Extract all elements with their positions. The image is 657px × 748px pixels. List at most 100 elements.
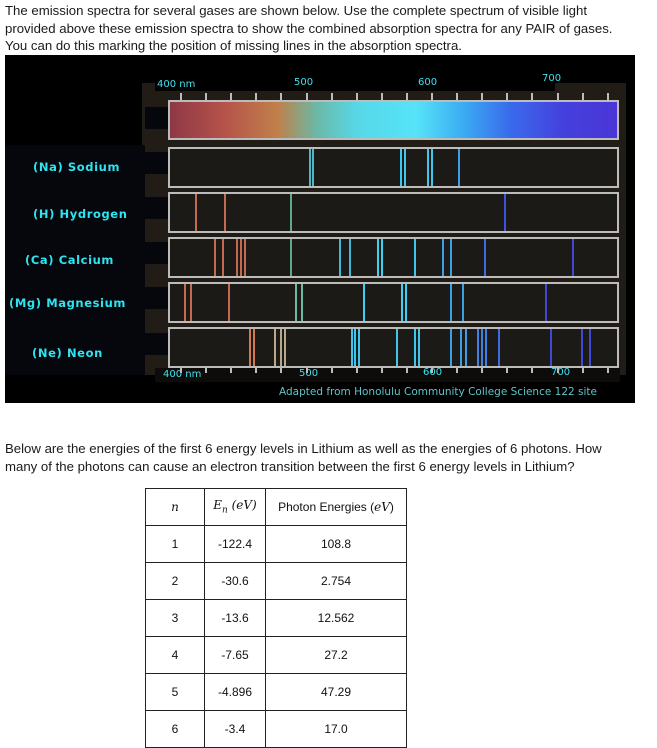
spectral-line [190, 284, 192, 321]
spectral-line [418, 329, 420, 366]
scale-tick [230, 368, 233, 373]
scale-tick [355, 93, 358, 100]
intro-line: You can do this marking the position of … [5, 38, 462, 53]
scale-tick [481, 93, 484, 100]
cell-photon: 17.0 [265, 710, 407, 748]
cell-n: 2 [145, 562, 205, 600]
spectral-line [274, 329, 276, 366]
spectral-line [465, 329, 467, 366]
scale-tick [205, 368, 208, 373]
scale-tick [581, 93, 584, 100]
scale-tick [531, 368, 534, 373]
scale-tick [506, 368, 509, 373]
spectrum-band-magnesium [168, 282, 619, 323]
spectral-line [244, 239, 246, 276]
label-panel [5, 145, 145, 375]
image-credit: Adapted from Honolulu Community College … [279, 386, 597, 398]
spectral-line [184, 284, 186, 321]
film-hole [145, 333, 171, 355]
spectral-line [377, 239, 379, 276]
spectral-line [214, 239, 216, 276]
film-hole [145, 107, 171, 129]
spectral-line [572, 239, 574, 276]
scale-tick [180, 93, 182, 100]
cell-photon: 27.2 [265, 636, 407, 674]
spectral-line [295, 284, 297, 321]
spectral-line [431, 149, 433, 186]
cell-n: 3 [145, 599, 205, 637]
spectral-line [349, 239, 351, 276]
cell-n: 6 [145, 710, 205, 748]
scale-tick [481, 368, 484, 373]
spectral-line [351, 329, 353, 366]
spectral-line [253, 329, 255, 366]
scale-tick [606, 93, 609, 100]
bottom-scale-label-400: 400 nm [163, 369, 202, 380]
film-hole [145, 197, 171, 219]
spectrum-band-hydrogen [168, 192, 619, 233]
scale-label-600: 600 [418, 77, 438, 88]
scale-tick [506, 93, 509, 100]
spectral-line [228, 284, 230, 321]
spectral-line [504, 194, 506, 231]
spectrum-band-neon [168, 327, 619, 368]
spectral-line [404, 149, 406, 186]
spectral-line [400, 149, 402, 186]
spectral-line [301, 284, 303, 321]
label-hydrogen: (H) Hydrogen [33, 207, 128, 221]
cell-energy: -13.6 [204, 599, 266, 637]
spectral-line [589, 329, 591, 366]
cell-energy: -3.4 [204, 710, 266, 748]
scale-tick [556, 93, 559, 100]
emission-spectra-figure: 400 nm 500 600 700 (Na) Sodium (H) Hydro… [5, 55, 635, 403]
bottom-scale-label-500: 500 [299, 368, 319, 379]
cell-n: 1 [145, 525, 205, 563]
spectral-line [224, 194, 226, 231]
cell-photon: 12.562 [265, 599, 407, 637]
scale-tick [380, 93, 383, 100]
spectral-line [405, 284, 407, 321]
energy-table: n En (eV) Photon Energies (eV) 1 -122.4 10… [145, 488, 407, 748]
spectral-line [460, 329, 462, 366]
table-row: 2 -30.6 2.754 [145, 562, 407, 600]
scale-tick [405, 368, 408, 373]
scale-tick [355, 368, 358, 373]
spectral-line [312, 149, 314, 186]
spectral-line [280, 329, 282, 366]
label-calcium: (Ca) Calcium [25, 253, 114, 267]
intro-paragraph: The emission spectra for several gases a… [5, 2, 612, 55]
table-row: 5 -4.896 47.29 [145, 673, 407, 711]
spectral-line [481, 329, 483, 366]
scale-tick [405, 93, 408, 100]
spectral-line [545, 284, 547, 321]
scale-label-700: 700 [542, 73, 562, 84]
spectral-line [396, 329, 398, 366]
spectral-line [477, 329, 479, 366]
header-energy-level: En (eV) [204, 488, 266, 526]
spectral-line [284, 329, 286, 366]
spectral-line [462, 284, 464, 321]
cell-photon: 2.754 [265, 562, 407, 600]
table-row: 3 -13.6 12.562 [145, 599, 407, 637]
table-row: 1 -122.4 108.8 [145, 525, 407, 563]
scale-label-400: 400 nm [157, 79, 196, 90]
spectral-line [339, 239, 341, 276]
question-paragraph: Below are the energies of the first 6 en… [5, 440, 602, 475]
label-sodium: (Na) Sodium [33, 160, 121, 174]
spectral-line [249, 329, 251, 366]
question-line: Below are the energies of the first 6 en… [5, 441, 602, 456]
scale-tick [606, 368, 609, 373]
table-header-row: n En (eV) Photon Energies (eV) [145, 488, 407, 526]
spectral-line [414, 239, 416, 276]
intro-line: The emission spectra for several gases a… [5, 3, 587, 18]
continuous-spectrum [168, 100, 619, 140]
spectral-line [195, 194, 197, 231]
cell-n: 5 [145, 673, 205, 711]
film-hole [145, 242, 171, 264]
scale-tick [255, 368, 258, 373]
scale-tick [581, 368, 584, 373]
bottom-scale-label-700: 700 [551, 367, 571, 378]
scale-tick [255, 93, 258, 100]
spectral-line [240, 239, 242, 276]
spectral-line [290, 194, 292, 231]
